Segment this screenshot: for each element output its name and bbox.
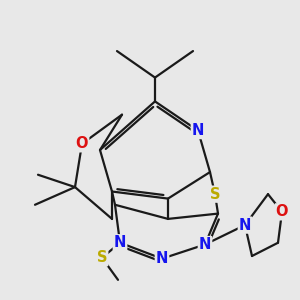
Text: S: S [210, 187, 220, 202]
Text: O: O [276, 204, 288, 219]
Text: O: O [76, 136, 88, 151]
Text: N: N [199, 237, 211, 252]
Text: N: N [156, 251, 168, 266]
Text: N: N [114, 235, 126, 250]
Text: N: N [239, 218, 251, 232]
Text: S: S [97, 250, 107, 265]
Text: N: N [192, 123, 204, 138]
